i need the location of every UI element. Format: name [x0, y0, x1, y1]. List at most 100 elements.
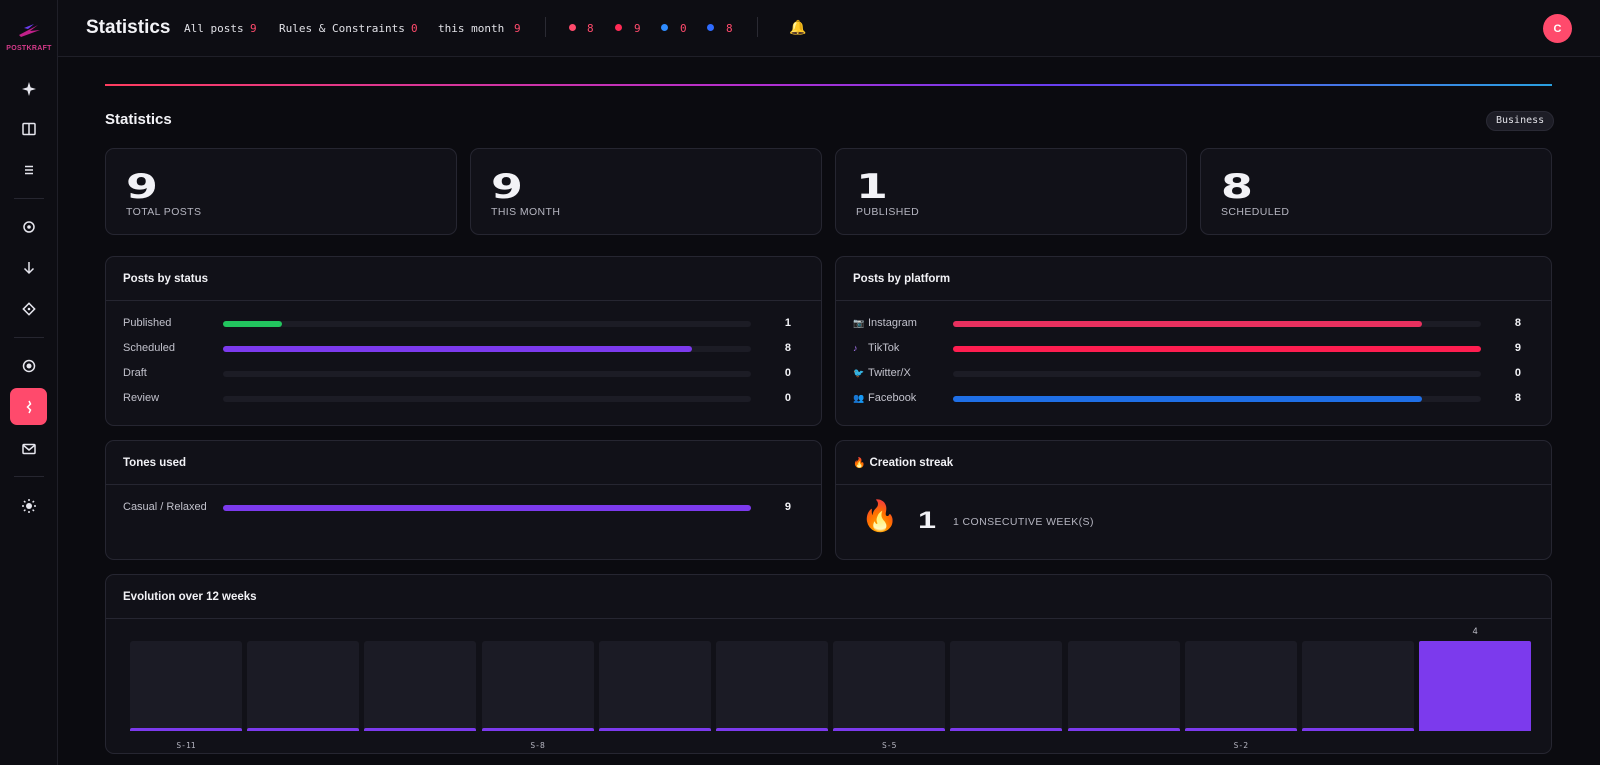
sidebar-item-import[interactable] — [10, 249, 47, 286]
stat-value: 8 — [1221, 167, 1253, 207]
panel-divider — [836, 300, 1551, 301]
platform-row-value: 8 — [1514, 317, 1521, 329]
platform-row-text: Twitter/X — [868, 367, 911, 379]
header-stat-rules-label: Rules & Constraints — [279, 22, 405, 35]
platform-bar-track — [953, 396, 1481, 402]
sidebar-item-messages[interactable] — [10, 430, 47, 467]
week-bar-fill — [130, 728, 242, 731]
sparkle-icon — [21, 81, 36, 96]
stat-value: 1 — [856, 167, 888, 207]
status-row-value: 8 — [784, 342, 791, 354]
week-bar-fill — [716, 728, 828, 731]
plan-badge: Business — [1486, 111, 1555, 131]
flame-icon: 🔥 — [861, 500, 899, 533]
sidebar-item-statistics[interactable] — [10, 388, 47, 425]
week-bar — [1184, 641, 1297, 731]
status-row-value: 0 — [784, 392, 791, 404]
week-bar — [1302, 641, 1414, 731]
header-divider — [757, 17, 758, 37]
stat-card-this-month: 9 THIS MONTH — [470, 148, 822, 235]
status-row-label: Published — [123, 317, 171, 329]
platform-row-label: 👥 Facebook — [853, 392, 916, 404]
stat-label: THIS MONTH — [491, 206, 561, 218]
platform-row-label: 🐦 Twitter/X — [853, 367, 911, 379]
logo-text: POSTKRAFT — [6, 45, 52, 52]
status-row-label: Scheduled — [123, 342, 175, 354]
platform-dot-icon — [661, 24, 668, 31]
stat-label: SCHEDULED — [1221, 206, 1290, 218]
tone-row-value: 9 — [784, 501, 791, 513]
week-bar-fill — [364, 728, 477, 731]
header-stat-month-value: 9 — [514, 22, 521, 35]
status-row-value: 0 — [784, 367, 791, 379]
status-bar-fill — [223, 321, 282, 327]
posts-by-status-panel: Posts by status Published 1 Scheduled 8 Draf… — [105, 256, 822, 426]
status-row-text: Review — [123, 392, 160, 404]
week-bar — [364, 641, 477, 731]
week-bar-fill — [1419, 641, 1532, 731]
header-stat-all-posts-label: All posts — [184, 22, 244, 35]
platform-row-value: 9 — [1514, 342, 1521, 354]
panel-title-text: Creation streak — [869, 457, 954, 469]
sidebar-item-brand[interactable] — [10, 290, 47, 327]
panel-title: Posts by status — [123, 273, 208, 285]
week-bar-fill — [1302, 728, 1414, 731]
week-bar-fill — [833, 728, 946, 731]
arrow-down-icon — [23, 261, 34, 274]
fire-icon: 🔥 — [853, 458, 866, 469]
platform-dot-icon — [707, 24, 714, 31]
status-bar-track — [223, 371, 751, 377]
week-bar-fill — [1184, 728, 1297, 731]
gradient-divider — [105, 84, 1552, 86]
week-bar-fill — [247, 728, 360, 731]
status-row-label: Review — [123, 392, 159, 404]
sidebar-item-list[interactable] — [10, 151, 47, 188]
sidebar-divider — [14, 337, 44, 338]
tone-row-text: Casual / Relaxed — [123, 501, 207, 513]
week-bar — [481, 641, 594, 731]
platform-bar-fill — [953, 396, 1423, 402]
panel-divider — [106, 484, 821, 485]
logo[interactable]: POSTKRAFT — [0, 22, 58, 52]
streak-label: 1 CONSECUTIVE WEEK(S) — [953, 516, 1094, 528]
sun-icon — [21, 498, 36, 513]
sidebar-item-generate[interactable] — [10, 70, 47, 107]
stat-value: 9 — [491, 167, 523, 207]
platform-row-value: 0 — [1514, 367, 1521, 379]
week-bar — [1419, 641, 1532, 731]
logo-icon — [19, 24, 40, 37]
platform-dot-icon — [615, 24, 622, 31]
tone-row-label: Casual / Relaxed — [123, 501, 207, 513]
sidebar-item-theme[interactable] — [10, 487, 47, 524]
target-icon — [22, 359, 35, 372]
status-row-text: Published — [123, 317, 172, 329]
platform-row-label: 📷 Instagram — [853, 317, 917, 329]
panel-divider — [836, 484, 1551, 485]
platform-row-label: ♪ TikTok — [853, 342, 899, 354]
bell-icon[interactable]: 🔔 — [789, 19, 807, 35]
page-title: Statistics — [105, 111, 172, 128]
tone-bar-fill — [223, 505, 751, 511]
sidebar-item-settings[interactable] — [10, 208, 47, 245]
panel-title: 🔥 Creation streak — [853, 457, 953, 469]
status-row-text: Draft — [123, 367, 147, 379]
evolution-panel: Evolution over 12 weeks S-11 S-8 S-5 S-2 4 — [105, 574, 1552, 754]
avatar[interactable]: C — [1543, 14, 1572, 43]
platform-bar-fill — [953, 321, 1423, 327]
header-divider — [545, 17, 546, 37]
header-stat-all-posts-value: 9 — [250, 22, 257, 35]
sidebar-item-board[interactable] — [10, 110, 47, 147]
sidebar-item-target[interactable] — [10, 347, 47, 384]
platform-count: 9 — [634, 22, 641, 35]
status-row-value: 1 — [784, 317, 791, 329]
status-row-text: Scheduled — [123, 342, 175, 354]
week-bar — [130, 641, 242, 731]
panel-divider — [106, 618, 1551, 619]
streak-value: 1 — [918, 507, 937, 534]
panel-title: Tones used — [123, 457, 187, 469]
week-label: S-5 — [881, 741, 897, 750]
week-label: S-11 — [176, 741, 196, 750]
platform-count: 0 — [680, 22, 687, 35]
platform-row-text: Facebook — [868, 392, 917, 404]
